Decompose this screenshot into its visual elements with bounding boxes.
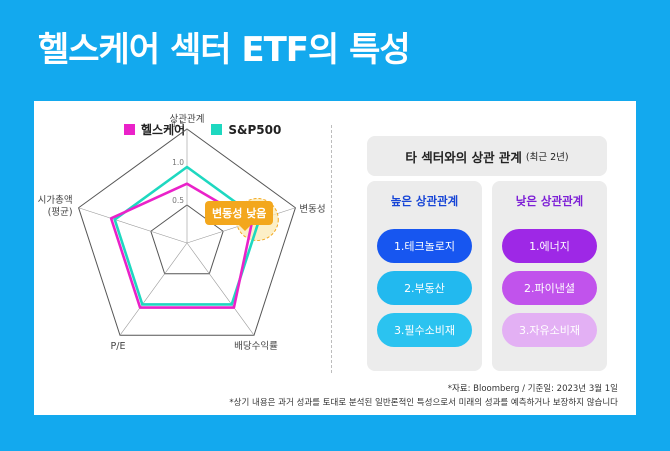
low-correlation-heading: 낮은 상관관계	[515, 194, 584, 208]
radar-grid-ring-3	[77, 128, 297, 336]
chart-legend: 헬스케어 S&P500	[124, 121, 303, 138]
radar-axis-label: (평균)	[48, 207, 73, 218]
high-correlation-item-1: 1.테크놀로지	[377, 229, 472, 263]
radar-grid-ring-1	[150, 204, 224, 275]
radar-axis-label: P/E	[111, 341, 126, 352]
legend-item-healthcare: 헬스케어	[124, 121, 185, 138]
radar-spoke	[186, 242, 255, 336]
legend-label-sp500: S&P500	[228, 122, 282, 137]
section-divider	[331, 125, 332, 373]
legend-item-sp500: S&P500	[211, 123, 281, 137]
radar-axis-label: 시가총액	[38, 194, 73, 206]
high-correlation-item-2: 2.부동산	[377, 271, 472, 305]
radar-spoke	[119, 242, 188, 336]
source-note: *자료: Bloomberg / 기준일: 2023년 3월 1일	[447, 384, 618, 394]
radar-tick-label: 0.5	[172, 196, 184, 205]
radar-spoke	[78, 207, 188, 244]
low-correlation-item-3: 3.자유소비재	[502, 313, 597, 347]
radar-axis-label: 배당수익률	[234, 340, 278, 352]
correlation-title-text: 타 섹터와의 상관 관계	[405, 149, 522, 165]
page-title: 헬스케어 섹터 ETF의 특성	[38, 30, 411, 70]
high-correlation-column: 높은 상관관계 1.테크놀로지 2.부동산 3.필수소비재	[367, 181, 482, 371]
legend-label-healthcare: 헬스케어	[141, 123, 186, 137]
low-volatility-callout: 변동성 낮음	[205, 201, 274, 231]
low-correlation-column: 낮은 상관관계 1.에너지 2.파이낸셜 3.자유소비재	[492, 181, 607, 371]
low-correlation-item-1: 1.에너지	[502, 229, 597, 263]
radar-axis-label: 변동성	[299, 204, 325, 215]
correlation-title: 타 섹터와의 상관 관계 (최근 2년)	[367, 136, 607, 176]
radar-axis-label: 상관관계	[170, 113, 205, 125]
low-correlation-item-2: 2.파이낸셜	[502, 271, 597, 305]
high-correlation-item-3: 3.필수소비재	[377, 313, 472, 347]
correlation-period: (최근 2년)	[525, 152, 569, 163]
legend-swatch-healthcare	[124, 124, 135, 135]
legend-swatch-sp500	[211, 124, 223, 135]
radar-tick-label: 1.0	[172, 158, 184, 167]
high-correlation-heading: 높은 상관관계	[390, 194, 459, 208]
radar-tick-label: 1.5	[172, 120, 184, 129]
disclaimer-note: *상기 내용은 과거 성과를 토대로 분석된 일반론적인 특성으로서 미래의 성…	[229, 398, 618, 408]
